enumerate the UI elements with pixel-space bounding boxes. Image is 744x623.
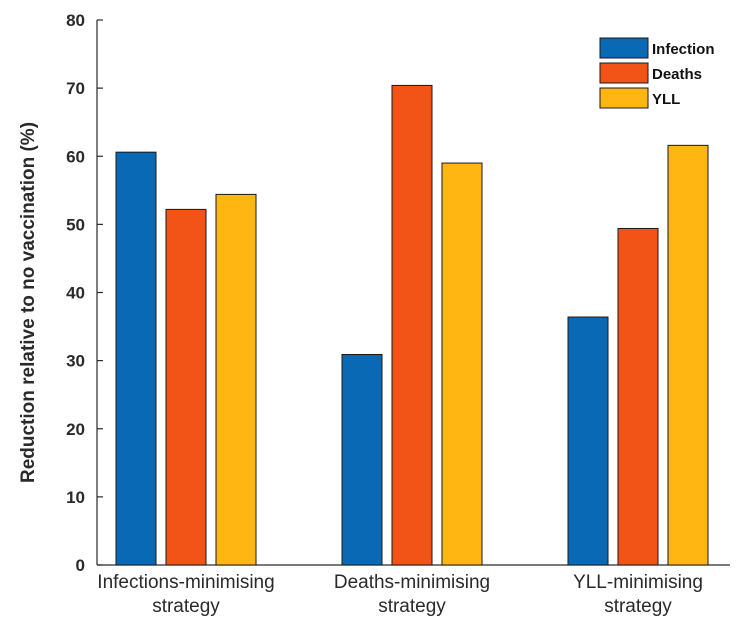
x-category-label: YLL-minimising (573, 572, 703, 593)
legend-label-infection: Infection (652, 41, 715, 58)
legend: Infection Deaths YLL (599, 37, 715, 109)
y-tick-label: 10 (66, 488, 85, 507)
bar-deaths-1 (391, 84, 433, 566)
bar-infection-0 (115, 151, 157, 566)
y-axis-title: Reduction relative to no vaccination (%) (18, 122, 39, 483)
bar-infection-1 (341, 353, 383, 566)
y-tick-label: 0 (76, 556, 85, 575)
bar-infection-2 (567, 316, 609, 566)
y-tick-label: 70 (66, 79, 85, 98)
x-category-label: strategy (604, 596, 672, 617)
y-tick-label: 30 (66, 352, 85, 371)
legend-label-yll: YLL (652, 91, 680, 108)
bar-yll-2 (667, 144, 709, 566)
legend-swatch-infection (599, 37, 649, 59)
legend-label-deaths: Deaths (652, 66, 702, 83)
x-category-label: Infections-minimising (97, 572, 274, 593)
x-category-label: strategy (152, 596, 220, 617)
bars (115, 84, 709, 566)
bar-yll-0 (215, 193, 257, 566)
y-tick-label: 80 (66, 11, 85, 30)
y-tick-label: 50 (66, 215, 85, 234)
bar-deaths-0 (165, 208, 207, 566)
y-tick-label: 40 (66, 284, 85, 303)
legend-swatch-deaths (599, 62, 649, 84)
y-tick-label: 60 (66, 147, 85, 166)
x-category-label: strategy (378, 596, 446, 617)
labels: 0 10 20 30 40 50 60 70 80 Reduction relative to n… (18, 11, 703, 617)
legend-swatch-yll (599, 87, 649, 109)
x-category-label: Deaths-minimising (334, 572, 490, 593)
bar-yll-1 (441, 162, 483, 566)
y-tick-label: 20 (66, 420, 85, 439)
bar-deaths-2 (617, 227, 659, 566)
